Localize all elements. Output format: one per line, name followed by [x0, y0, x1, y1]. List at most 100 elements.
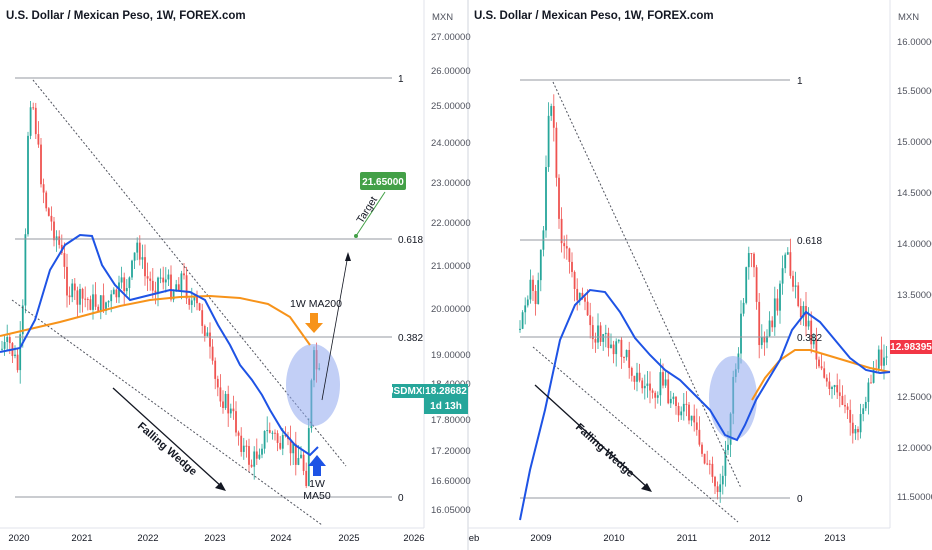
- candle: [880, 349, 883, 366]
- candle: [740, 313, 742, 354]
- wedge-arrowhead: [215, 482, 226, 491]
- candle: [846, 406, 849, 410]
- symbol-tag[interactable]: [392, 384, 424, 398]
- right-panel: [468, 0, 932, 550]
- candle: [294, 443, 297, 465]
- candle: [781, 268, 784, 284]
- candle: [110, 294, 113, 302]
- candle: [53, 221, 55, 241]
- ma50-arrow-icon: [308, 455, 326, 476]
- ma50-line: [0, 233, 319, 457]
- candle: [685, 403, 688, 405]
- candle: [854, 429, 857, 434]
- candle: [799, 306, 802, 318]
- candle: [19, 334, 22, 371]
- candle: [45, 192, 48, 209]
- x-tick-label-right: 2010: [603, 533, 624, 544]
- candle: [844, 404, 846, 407]
- candle: [656, 395, 659, 398]
- candle: [34, 107, 37, 135]
- y-tick-label-right: 15.00000: [897, 137, 932, 148]
- fib-label-1: 1: [398, 74, 404, 85]
- left-price-axis[interactable]: [424, 0, 468, 550]
- candle: [229, 408, 232, 414]
- candle: [558, 177, 560, 219]
- candle: [539, 249, 542, 281]
- candle: [529, 279, 532, 300]
- candle: [138, 242, 141, 260]
- candle: [157, 277, 159, 293]
- price-tag[interactable]: [424, 384, 468, 414]
- candle: [669, 398, 672, 404]
- candle: [232, 408, 235, 412]
- candle: [180, 273, 183, 291]
- candle: [32, 107, 35, 109]
- x-tick-label: 2023: [204, 533, 225, 544]
- candle: [591, 325, 594, 340]
- candle: [276, 433, 279, 443]
- candle: [149, 278, 152, 281]
- wedge-lower-line-right[interactable]: [532, 346, 739, 523]
- candle: [633, 375, 636, 382]
- candle: [841, 395, 844, 405]
- candle: [649, 383, 651, 391]
- candle: [716, 486, 719, 493]
- candle: [693, 415, 696, 423]
- candle: [651, 390, 654, 393]
- candle: [227, 393, 230, 414]
- target-badge[interactable]: [360, 172, 406, 190]
- candle: [792, 275, 794, 287]
- candle: [625, 349, 628, 358]
- candle: [745, 267, 748, 303]
- ma50-annotation-1: 1W: [309, 478, 325, 490]
- candle: [675, 396, 677, 407]
- wedge-upper-line[interactable]: [32, 79, 347, 467]
- candle: [664, 379, 667, 386]
- x-tick-label-right: 2012: [749, 533, 770, 544]
- candle: [42, 184, 45, 193]
- y-tick-label: 16.05000: [431, 505, 471, 516]
- x-tick-label: 2024: [270, 533, 291, 544]
- candle: [565, 246, 568, 249]
- candle: [196, 296, 198, 304]
- y-tick-label-right: 12.00000: [897, 443, 932, 454]
- candle: [136, 242, 139, 253]
- candle: [615, 341, 618, 355]
- breakout-circle: [286, 344, 340, 426]
- y-tick-label: 21.00000: [431, 261, 471, 272]
- y-tick-label: 17.20000: [431, 446, 471, 457]
- candle: [872, 368, 875, 383]
- candle: [198, 303, 201, 311]
- price-tag-right[interactable]: [890, 340, 932, 354]
- y-tick-label-right: 12.50000: [897, 392, 932, 403]
- fib-label-0-right: 0: [797, 494, 803, 505]
- candle: [862, 408, 865, 415]
- candle: [833, 385, 836, 388]
- candle: [662, 372, 664, 386]
- candle: [703, 453, 706, 464]
- candle: [623, 356, 625, 358]
- y-tick-label: 27.00000: [431, 32, 471, 43]
- candle: [667, 379, 670, 404]
- wedge-upper-line-right[interactable]: [552, 81, 742, 489]
- candle: [274, 432, 276, 434]
- fib-label-0618: 0.618: [398, 235, 423, 246]
- candle: [302, 454, 305, 471]
- x-tick-label: 2026: [403, 533, 424, 544]
- x-tick-label-right: 2013: [824, 533, 845, 544]
- candle: [859, 414, 862, 433]
- projection-arrowhead: [345, 252, 351, 261]
- y-tick-label: 17.80000: [431, 415, 471, 426]
- candle: [524, 305, 527, 313]
- candle: [177, 284, 180, 291]
- x-tick-label-right: 2011: [677, 533, 697, 544]
- candle: [40, 144, 42, 185]
- candle: [802, 305, 805, 318]
- fib-label-0: 0: [398, 493, 404, 504]
- candle: [203, 325, 206, 336]
- candle: [659, 372, 662, 396]
- candle: [607, 332, 610, 349]
- candle: [86, 299, 89, 301]
- candle: [831, 387, 833, 389]
- candle: [885, 356, 888, 358]
